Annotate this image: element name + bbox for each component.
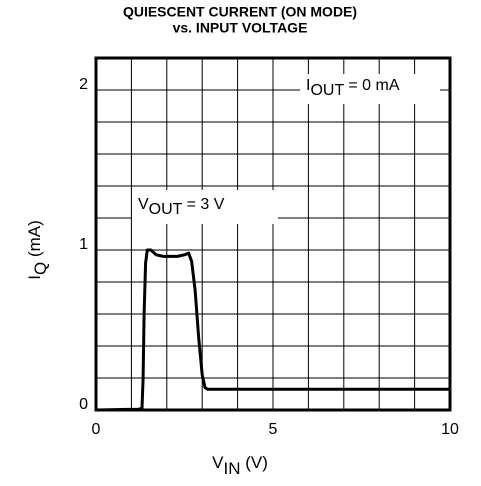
label-rest: = 3 V bbox=[182, 196, 225, 213]
x-tick-label: 10 bbox=[441, 421, 459, 438]
label-main: I bbox=[306, 77, 310, 94]
annotation: IOUT = 0 mA bbox=[306, 77, 400, 99]
label-main: I bbox=[25, 275, 44, 280]
label-rest: (mA) bbox=[25, 220, 44, 262]
y-tick-label: 0 bbox=[79, 396, 88, 413]
annotation: VOUT = 3 V bbox=[138, 196, 225, 218]
plot-frame bbox=[94, 56, 452, 412]
annotation-bg bbox=[132, 190, 278, 224]
label-main: V bbox=[212, 453, 224, 472]
x-axis-label: VIN (V) bbox=[212, 453, 268, 477]
label-main: V bbox=[138, 196, 149, 213]
label-sub: OUT bbox=[310, 82, 344, 99]
label-rest: (V) bbox=[240, 453, 267, 472]
series-line bbox=[95, 248, 450, 412]
label-sub: IN bbox=[223, 459, 240, 478]
chart-title: vs. INPUT VOLTAGE bbox=[173, 20, 308, 36]
y-axis-label: IQ (mA) bbox=[25, 220, 49, 280]
y-tick-label: 1 bbox=[79, 236, 88, 253]
label-sub: Q bbox=[31, 262, 50, 275]
annotation-bg bbox=[300, 74, 440, 104]
x-tick-label: 5 bbox=[269, 421, 278, 438]
label-rest: = 0 mA bbox=[344, 77, 400, 94]
label-sub: OUT bbox=[149, 201, 183, 218]
chart-title: QUIESCENT CURRENT (ON MODE) bbox=[123, 4, 357, 20]
x-tick-label: 0 bbox=[92, 421, 101, 438]
y-tick-label: 2 bbox=[79, 76, 88, 93]
